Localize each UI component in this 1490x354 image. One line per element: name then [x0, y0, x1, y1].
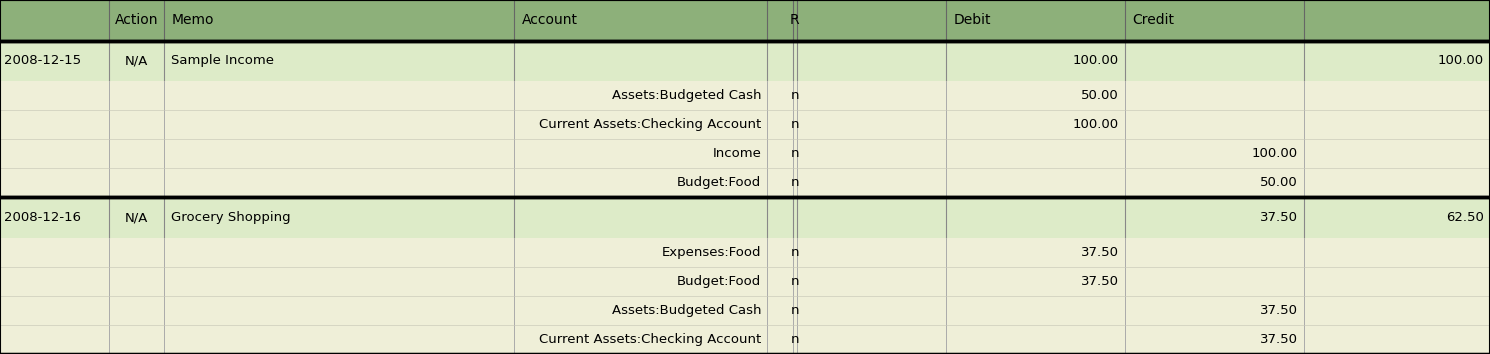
Text: n: n [791, 304, 799, 317]
Text: 37.50: 37.50 [1259, 304, 1298, 317]
Text: N/A: N/A [125, 54, 148, 67]
Text: Assets:Budgeted Cash: Assets:Budgeted Cash [612, 304, 761, 317]
Text: 37.50: 37.50 [1259, 211, 1298, 224]
Text: 100.00: 100.00 [1252, 147, 1298, 160]
Text: Credit: Credit [1132, 13, 1174, 27]
Text: Current Assets:Checking Account: Current Assets:Checking Account [539, 118, 761, 131]
Bar [0, 296, 1490, 325]
Text: Budget:Food: Budget:Food [676, 275, 761, 288]
Text: 62.50: 62.50 [1447, 211, 1484, 224]
Text: n: n [791, 89, 799, 102]
Bar [0, 325, 1490, 354]
Text: n: n [791, 118, 799, 131]
Text: Budget:Food: Budget:Food [676, 176, 761, 189]
Bar [0, 81, 1490, 110]
Text: Account: Account [522, 13, 578, 27]
Text: n: n [791, 246, 799, 259]
Text: Action: Action [115, 13, 158, 27]
Bar [0, 41, 1490, 81]
Bar [0, 267, 1490, 296]
Text: 50.00: 50.00 [1261, 176, 1298, 189]
Text: N/A: N/A [125, 211, 148, 224]
Text: Grocery Shopping: Grocery Shopping [171, 211, 291, 224]
Text: Current Assets:Checking Account: Current Assets:Checking Account [539, 333, 761, 346]
Text: 37.50: 37.50 [1259, 333, 1298, 346]
Text: n: n [791, 333, 799, 346]
Bar [0, 168, 1490, 197]
Bar [0, 197, 1490, 238]
Text: Expenses:Food: Expenses:Food [662, 246, 761, 259]
Text: Income: Income [712, 147, 761, 160]
Text: 100.00: 100.00 [1438, 54, 1484, 67]
Text: n: n [791, 275, 799, 288]
Text: 37.50: 37.50 [1080, 246, 1119, 259]
Text: Memo: Memo [171, 13, 215, 27]
Bar [0, 0, 1490, 41]
Bar [0, 238, 1490, 267]
Text: 100.00: 100.00 [1073, 54, 1119, 67]
Text: n: n [791, 176, 799, 189]
Text: 100.00: 100.00 [1073, 118, 1119, 131]
Bar [0, 139, 1490, 168]
Text: 2008-12-15: 2008-12-15 [4, 54, 82, 67]
Bar [0, 110, 1490, 139]
Text: Assets:Budgeted Cash: Assets:Budgeted Cash [612, 89, 761, 102]
Text: n: n [791, 147, 799, 160]
Text: 50.00: 50.00 [1082, 89, 1119, 102]
Text: 37.50: 37.50 [1080, 275, 1119, 288]
Text: 2008-12-16: 2008-12-16 [4, 211, 82, 224]
Text: Debit: Debit [954, 13, 991, 27]
Text: R: R [790, 13, 800, 27]
Text: Sample Income: Sample Income [171, 54, 274, 67]
